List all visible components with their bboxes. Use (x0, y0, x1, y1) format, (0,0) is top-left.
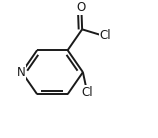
Text: N: N (17, 66, 25, 79)
Text: Cl: Cl (81, 86, 93, 99)
Text: Cl: Cl (100, 29, 111, 42)
Text: O: O (77, 1, 86, 14)
